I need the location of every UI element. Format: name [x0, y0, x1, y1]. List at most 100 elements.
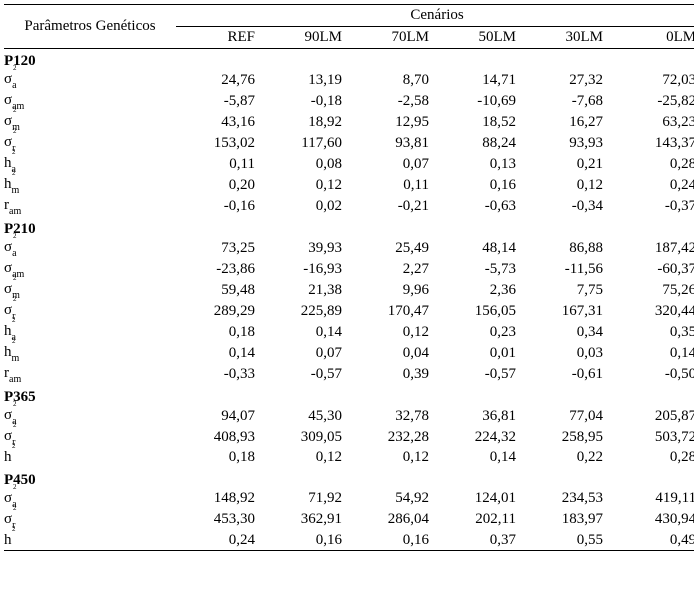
cell-value: -0,61 [524, 364, 611, 385]
cell-value: 202,11 [437, 510, 524, 531]
header-left: Parâmetros Genéticos [4, 5, 176, 49]
cell-value: 0,12 [524, 175, 611, 196]
cell-value: 71,92 [263, 489, 350, 510]
cell-value: 167,31 [524, 301, 611, 322]
cell-value: 2,36 [437, 280, 524, 301]
cell-value: 0,35 [611, 322, 694, 343]
col-0lm: 0LM [611, 27, 694, 49]
cell-value: 289,29 [176, 301, 263, 322]
cell-value: 9,96 [350, 280, 437, 301]
cell-value: 0,11 [176, 154, 263, 175]
cell-value: 0,01 [437, 343, 524, 364]
header-group: Cenários [176, 5, 694, 27]
cell-value: 94,07 [176, 406, 263, 427]
param-label: h2m [4, 343, 176, 364]
cell-value: 430,94 [611, 510, 694, 531]
section-title: P120 [4, 49, 694, 71]
cell-value: 21,38 [263, 280, 350, 301]
cell-value: 0,12 [263, 448, 350, 468]
cell-value: 0,23 [437, 322, 524, 343]
cell-value: 453,30 [176, 510, 263, 531]
param-label: h2 [4, 448, 176, 468]
cell-value: 0,04 [350, 343, 437, 364]
parameters-table: Parâmetros Genéticos Cenários REF 90LM 7… [4, 4, 694, 551]
cell-value: 503,72 [611, 427, 694, 448]
param-label: h2m [4, 175, 176, 196]
param-label: σ2r [4, 510, 176, 531]
col-30lm: 30LM [524, 27, 611, 49]
cell-value: 0,12 [263, 175, 350, 196]
cell-value: 205,87 [611, 406, 694, 427]
cell-value: -10,69 [437, 91, 524, 112]
cell-value: -0,21 [350, 196, 437, 217]
cell-value: 183,97 [524, 510, 611, 531]
cell-value: 0,16 [350, 531, 437, 551]
param-label: σ2m [4, 280, 176, 301]
cell-value: 0,11 [350, 175, 437, 196]
cell-value: 0,24 [611, 175, 694, 196]
cell-value: -5,73 [437, 259, 524, 280]
cell-value: 143,37 [611, 133, 694, 154]
cell-value: 0,49 [611, 531, 694, 551]
param-label: ram [4, 196, 176, 217]
cell-value: 0,07 [263, 343, 350, 364]
cell-value: 12,95 [350, 112, 437, 133]
cell-value: 258,95 [524, 427, 611, 448]
cell-value: 156,05 [437, 301, 524, 322]
cell-value: 8,70 [350, 70, 437, 91]
cell-value: 0,13 [437, 154, 524, 175]
cell-value: -16,93 [263, 259, 350, 280]
cell-value: 0,55 [524, 531, 611, 551]
cell-value: 124,01 [437, 489, 524, 510]
cell-value: 153,02 [176, 133, 263, 154]
cell-value: 0,21 [524, 154, 611, 175]
section-title: P450 [4, 468, 694, 489]
cell-value: 0,16 [263, 531, 350, 551]
cell-value: 148,92 [176, 489, 263, 510]
cell-value: 14,71 [437, 70, 524, 91]
param-label: σ2m [4, 112, 176, 133]
cell-value: 309,05 [263, 427, 350, 448]
cell-value: -0,37 [611, 196, 694, 217]
cell-value: -5,87 [176, 91, 263, 112]
param-label: h2a [4, 154, 176, 175]
cell-value: 408,93 [176, 427, 263, 448]
cell-value: 16,27 [524, 112, 611, 133]
cell-value: -25,82 [611, 91, 694, 112]
cell-value: 88,24 [437, 133, 524, 154]
cell-value: -0,50 [611, 364, 694, 385]
cell-value: 13,19 [263, 70, 350, 91]
col-90lm: 90LM [263, 27, 350, 49]
cell-value: 0,14 [611, 343, 694, 364]
cell-value: 0,14 [176, 343, 263, 364]
param-label: h2 [4, 531, 176, 551]
cell-value: 54,92 [350, 489, 437, 510]
cell-value: 72,03 [611, 70, 694, 91]
cell-value: 0,03 [524, 343, 611, 364]
section-title: P365 [4, 385, 694, 406]
cell-value: 0,14 [437, 448, 524, 468]
cell-value: 27,32 [524, 70, 611, 91]
param-label: ram [4, 364, 176, 385]
cell-value: 18,92 [263, 112, 350, 133]
cell-value: -0,63 [437, 196, 524, 217]
cell-value: -0,57 [263, 364, 350, 385]
cell-value: 0,02 [263, 196, 350, 217]
cell-value: -0,18 [263, 91, 350, 112]
cell-value: 0,22 [524, 448, 611, 468]
cell-value: 187,42 [611, 238, 694, 259]
cell-value: 234,53 [524, 489, 611, 510]
cell-value: -7,68 [524, 91, 611, 112]
cell-value: 419,11 [611, 489, 694, 510]
cell-value: 0,07 [350, 154, 437, 175]
cell-value: 36,81 [437, 406, 524, 427]
cell-value: 0,39 [350, 364, 437, 385]
cell-value: 0,37 [437, 531, 524, 551]
cell-value: 232,28 [350, 427, 437, 448]
cell-value: 117,60 [263, 133, 350, 154]
cell-value: -0,16 [176, 196, 263, 217]
cell-value: 0,28 [611, 448, 694, 468]
cell-value: 0,12 [350, 448, 437, 468]
param-label: σam [4, 259, 176, 280]
cell-value: 0,18 [176, 448, 263, 468]
